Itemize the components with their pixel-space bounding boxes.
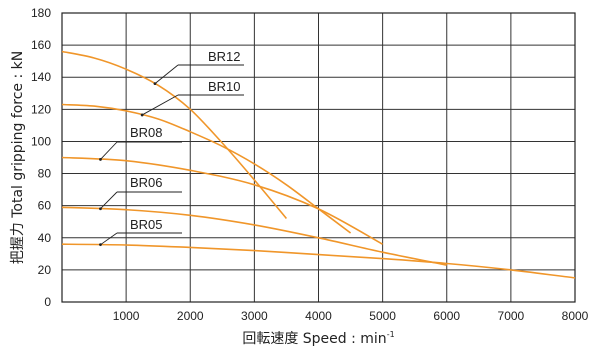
leader-tip-br06 [99, 207, 102, 211]
series-label-br12: BR12 [208, 49, 241, 64]
x-tick-label-4000: 4000 [305, 309, 332, 323]
series-label-br10: BR10 [208, 79, 241, 94]
chart-grid [62, 13, 575, 302]
x-tick-label-1000: 1000 [113, 309, 140, 323]
x-tick-label-3000: 3000 [241, 309, 268, 323]
leader-tip-br08 [99, 158, 102, 161]
x-tick-label-2000: 2000 [177, 309, 204, 323]
y-tick-label-120: 120 [31, 102, 51, 116]
series-label-br06: BR06 [130, 175, 163, 190]
y-tick-label-40: 40 [38, 231, 52, 245]
y-tick-label-80: 80 [38, 167, 52, 181]
label-leaders [99, 64, 244, 247]
y-tick-label-60: 60 [38, 199, 52, 213]
x-tick-label-8000: 8000 [562, 309, 589, 323]
series-label-br05: BR05 [130, 217, 163, 232]
y-tick-label-180: 180 [31, 6, 51, 20]
series-line-br06 [61, 206, 447, 266]
y-tick-label-160: 160 [31, 38, 51, 52]
x-axis-title: 回転速度 Speed : min-1 [242, 330, 394, 347]
x-tick-label-7000: 7000 [498, 309, 525, 323]
series-line-br10 [61, 103, 352, 234]
series-labels: BR12 BR10 BR08 BR06 BR05 [130, 49, 241, 232]
leader-line-br08 [100, 141, 118, 160]
leader-line-br10 [141, 94, 179, 116]
y-tick-labels: 0 20 40 60 80 100 120 140 160 180 [31, 6, 51, 309]
leader-tip-br05 [99, 243, 102, 247]
leader-line-br12 [154, 64, 179, 84]
leader-line-br06 [100, 191, 118, 210]
y-tick-label-20: 20 [38, 263, 52, 277]
y-tick-label-140: 140 [31, 70, 51, 84]
x-tick-label-5000: 5000 [369, 309, 396, 323]
leader-line-br05 [100, 232, 118, 246]
y-axis-title: 把握力 Total gripping force : kN [10, 51, 26, 264]
x-axis-title-sup: -1 [387, 330, 395, 339]
series-line-br12 [61, 50, 288, 220]
x-axis-title-text: 回転速度 Speed : min [242, 331, 386, 347]
series-line-br05 [61, 243, 576, 279]
leader-tip-br12 [153, 82, 157, 86]
x-tick-labels: 1000 2000 3000 4000 5000 6000 7000 8000 [113, 309, 589, 323]
series-label-br08: BR08 [130, 125, 163, 140]
series-line-br08 [61, 156, 383, 245]
y-tick-label-100: 100 [31, 134, 51, 148]
y-tick-label-0: 0 [44, 295, 51, 309]
series-lines [61, 50, 576, 279]
leader-tip-br10 [140, 113, 144, 117]
x-tick-label-6000: 6000 [433, 309, 460, 323]
